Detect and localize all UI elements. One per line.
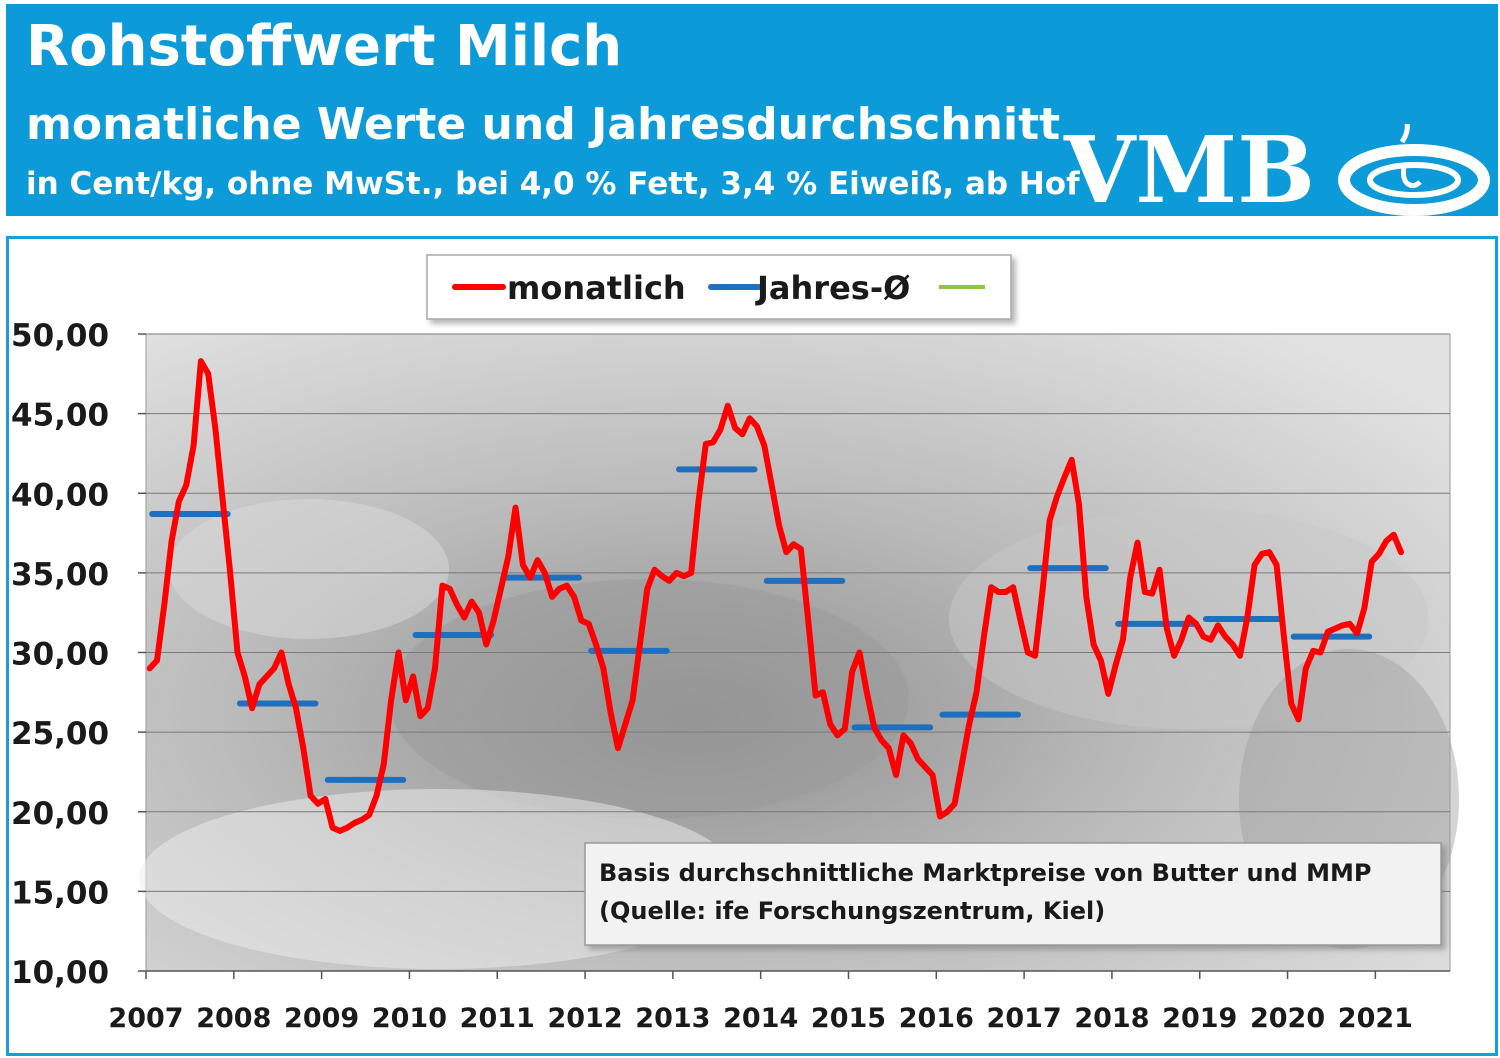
monthly-line (146, 358, 1404, 834)
plot-background-decoration (139, 499, 1459, 969)
x-tick-label: 2015 (811, 1003, 886, 1034)
y-tick-label: 40,00 (11, 477, 109, 513)
unit-note: in Cent/kg, ohne MwSt., bei 4,0 % Fett, … (26, 166, 1080, 202)
x-tick-label: 2011 (460, 1003, 535, 1034)
plot-deco-ellipse (389, 579, 909, 819)
y-tick-label: 45,00 (11, 398, 109, 434)
legend-label-monatlich: monatlich (507, 269, 686, 307)
y-tick-label: 20,00 (11, 796, 109, 832)
y-tick-label: 30,00 (11, 637, 109, 673)
x-axis-ticks: 2007 2008 2009 2010 2011 2012 2013 2014 2015 2016… (108, 970, 1450, 1034)
x-tick-label: 2007 (108, 1003, 183, 1034)
vmb-logo-text: VMB (1064, 116, 1315, 224)
plot-deco-ellipse (169, 499, 449, 639)
legend-label-jahres: Jahres-Ø (755, 269, 910, 307)
page-title: Rohstoffwert Milch (26, 14, 623, 79)
x-tick-label: 2008 (196, 1003, 271, 1034)
x-tick-label: 2017 (987, 1003, 1062, 1034)
y-tick-label: 35,00 (11, 557, 109, 593)
y-axis-ticks: 10,00 15,00 20,00 25,00 30,00 35,00 40,00 45,00… (11, 318, 146, 991)
x-tick-label: 2013 (635, 1003, 710, 1034)
y-tick-label: 10,00 (11, 955, 109, 991)
x-tick-label: 2018 (1074, 1003, 1149, 1034)
x-tick-label: 2012 (547, 1003, 622, 1034)
x-tick-label: 2016 (899, 1003, 974, 1034)
source-note-box: Basis durchschnittliche Marktpreise von … (584, 842, 1442, 946)
source-note-line1: Basis durchschnittliche Marktpreise von … (599, 859, 1372, 887)
y-tick-label: 25,00 (11, 716, 109, 752)
x-tick-label: 2010 (372, 1003, 447, 1034)
x-tick-label: 2019 (1162, 1003, 1237, 1034)
x-tick-label: 2014 (723, 1003, 798, 1034)
y-tick-label: 50,00 (11, 318, 109, 354)
y-tick-label: 15,00 (11, 875, 109, 911)
x-tick-label: 2009 (284, 1003, 359, 1034)
x-tick-label: 2021 (1338, 1003, 1413, 1034)
vmb-logo-icon (1338, 124, 1490, 216)
chart-frame: 10,00 15,00 20,00 25,00 30,00 35,00 40,00 45,00… (6, 236, 1498, 1056)
chart: 10,00 15,00 20,00 25,00 30,00 35,00 40,00 45,00… (11, 254, 1459, 1034)
monthly-series (146, 358, 1404, 834)
legend: monatlich Jahres-Ø (426, 254, 1012, 320)
x-tick-label: 2020 (1250, 1003, 1325, 1034)
header-banner: Rohstoffwert Milch monatliche Werte und … (6, 4, 1498, 216)
source-note-line2: (Quelle: ife Forschungszentrum, Kiel) (599, 897, 1105, 925)
page-subtitle: monatliche Werte und Jahresdurchschnitt (26, 99, 1061, 150)
